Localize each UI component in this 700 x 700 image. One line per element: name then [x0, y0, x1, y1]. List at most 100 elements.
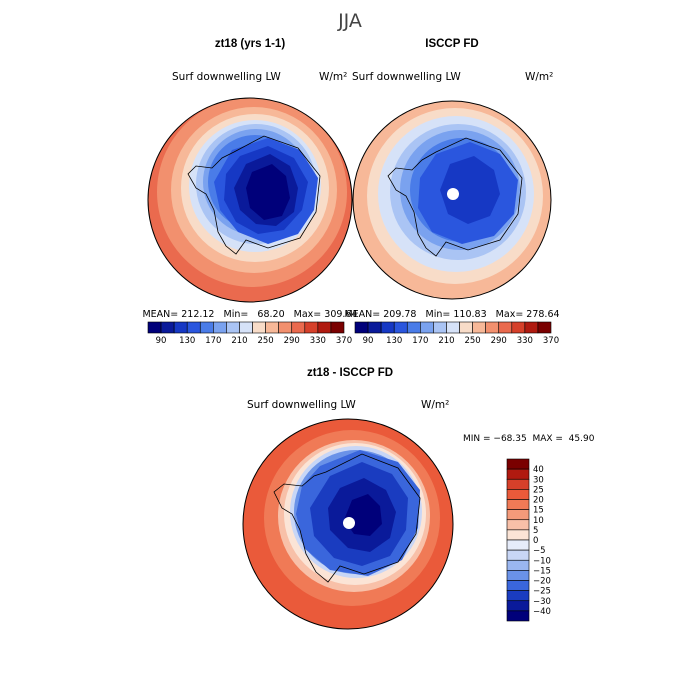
obs-colorbar-tick-label: 170 [412, 336, 428, 346]
diff-colorbar-swatch [506, 478, 530, 490]
diff-colorbar-tick-label: −30 [533, 597, 551, 607]
model-colorbar-tick-label: 90 [156, 336, 167, 346]
diff-colorbar-swatch [506, 458, 530, 470]
obs-colorbar-swatch [537, 321, 552, 334]
obs-colorbar-swatch [433, 321, 447, 334]
diff-colorbar-tick-label: −10 [533, 556, 551, 566]
obs-colorbar-swatch [498, 321, 513, 334]
model-colorbar-swatch [265, 321, 279, 334]
diff-colorbar-tick-label: 5 [533, 526, 538, 536]
model-colorbar-swatch [317, 321, 332, 334]
panel-variable-label-model: Surf downwelling LW [172, 71, 281, 83]
diff-colorbar-tick-label: −40 [533, 607, 551, 617]
model-colorbar-tick-label: 330 [310, 336, 326, 346]
model-colorbar-swatch [160, 321, 175, 334]
obs-colorbar-swatch [472, 321, 486, 334]
model-colorbar-swatch [147, 321, 162, 334]
diff-colorbar-swatch [506, 590, 530, 602]
model-colorbar-tick-label: 290 [284, 336, 300, 346]
diff-colorbar-swatch [506, 519, 530, 531]
obs-colorbar-tick-label: 90 [363, 336, 374, 346]
model-colorbar-swatch [330, 321, 345, 334]
diff-colorbar-tick-label: 0 [533, 536, 538, 546]
polar-map-diff [243, 419, 453, 629]
diff-colorbar-tick-label: 20 [533, 496, 544, 506]
model-colorbar-tick-label: 170 [205, 336, 221, 346]
obs-colorbar-tick-label: 290 [491, 336, 507, 346]
panel-title-diff: zt18 - ISCCP FD [307, 367, 393, 379]
diff-colorbar-tick-label: 10 [533, 516, 544, 526]
obs-colorbar-swatch [511, 321, 526, 334]
obs-colorbar-swatch [446, 321, 460, 334]
map-border-diff [242, 418, 454, 630]
model-colorbar-swatch [291, 321, 306, 334]
map-border-obs [352, 100, 552, 300]
diff-colorbar-swatch [506, 549, 530, 561]
panel-variable-label-diff: Surf downwelling LW [247, 399, 356, 411]
colorbar-model: 90 130 170 210 250 290 330 370 [147, 321, 352, 346]
obs-colorbar-swatch [459, 321, 473, 334]
diff-colorbar-tick-label: 40 [533, 465, 544, 475]
model-colorbar-swatch [213, 321, 227, 334]
diff-colorbar-swatch [506, 489, 530, 500]
diff-colorbar-tick-label: −25 [533, 587, 551, 597]
panel-units-label-model: W/m² [319, 71, 347, 83]
diff-colorbar-swatch [506, 610, 530, 622]
stats-text-obs: MEAN= 209.78 Min= 110.83 Max= 278.64 [344, 309, 559, 320]
model-colorbar-swatch [304, 321, 319, 334]
panel-units-label-diff: W/m² [421, 399, 449, 411]
obs-colorbar-tick-label: 210 [438, 336, 454, 346]
diff-colorbar-tick-label: −15 [533, 566, 551, 576]
model-colorbar-tick-label: 130 [179, 336, 195, 346]
diff-colorbar-swatch [506, 559, 530, 571]
obs-colorbar-swatch [485, 321, 500, 334]
model-colorbar-swatch [252, 321, 266, 334]
polar-map-model [148, 98, 352, 302]
map-border-model [147, 97, 353, 303]
stats-text-model: MEAN= 212.12 Min= 68.20 Max= 309.64 [142, 309, 357, 320]
diff-colorbar-tick-label: 30 [533, 475, 544, 485]
obs-colorbar-tick-label: 130 [386, 336, 402, 346]
diff-colorbar-swatch [506, 539, 530, 551]
diff-colorbar-swatch [506, 499, 530, 510]
diff-colorbar-swatch [506, 570, 530, 581]
polar-map-obs [353, 101, 551, 299]
diff-colorbar-swatch [506, 509, 530, 521]
model-colorbar-swatch [278, 321, 293, 334]
diff-colorbar-swatch [506, 529, 530, 541]
obs-colorbar-swatch [393, 321, 408, 334]
obs-colorbar-tick-label: 330 [517, 336, 533, 346]
diff-colorbar-tick-label: −5 [533, 546, 546, 556]
obs-colorbar-swatch [420, 321, 434, 334]
panel-variable-label-obs: Surf downwelling LW [352, 71, 461, 83]
diff-colorbar-tick-label: 25 [533, 485, 544, 495]
model-colorbar-tick-label: 250 [257, 336, 273, 346]
obs-colorbar-swatch [524, 321, 539, 334]
obs-colorbar-swatch [380, 321, 395, 334]
diff-colorbar-swatch [506, 580, 530, 591]
diff-colorbar-swatch [506, 600, 530, 612]
obs-colorbar-swatch [367, 321, 382, 334]
obs-colorbar-swatch [406, 321, 421, 334]
colorbar-obs: 90 130 170 210 250 290 330 370 [354, 321, 559, 346]
panel-title-obs: ISCCP FD [425, 38, 478, 50]
model-colorbar-tick-label: 370 [336, 336, 352, 346]
model-colorbar-swatch [199, 321, 214, 334]
pole-hole-obs [447, 188, 459, 200]
diff-colorbar-tick-label: 15 [533, 506, 544, 516]
model-colorbar-swatch [239, 321, 253, 334]
diff-colorbar-swatch [506, 468, 530, 480]
model-colorbar-swatch [226, 321, 240, 334]
model-colorbar-swatch [173, 321, 188, 334]
obs-colorbar-tick-label: 370 [543, 336, 559, 346]
pole-hole-diff [343, 517, 355, 529]
panel-title-model: zt18 (yrs 1-1) [215, 38, 285, 50]
obs-colorbar-swatch [354, 321, 369, 334]
panel-units-label-obs: W/m² [525, 71, 553, 83]
page-title: JJA [337, 10, 362, 32]
diff-colorbar-tick-label: −20 [533, 577, 551, 587]
model-colorbar-swatch [186, 321, 201, 334]
model-colorbar-tick-label: 210 [231, 336, 247, 346]
